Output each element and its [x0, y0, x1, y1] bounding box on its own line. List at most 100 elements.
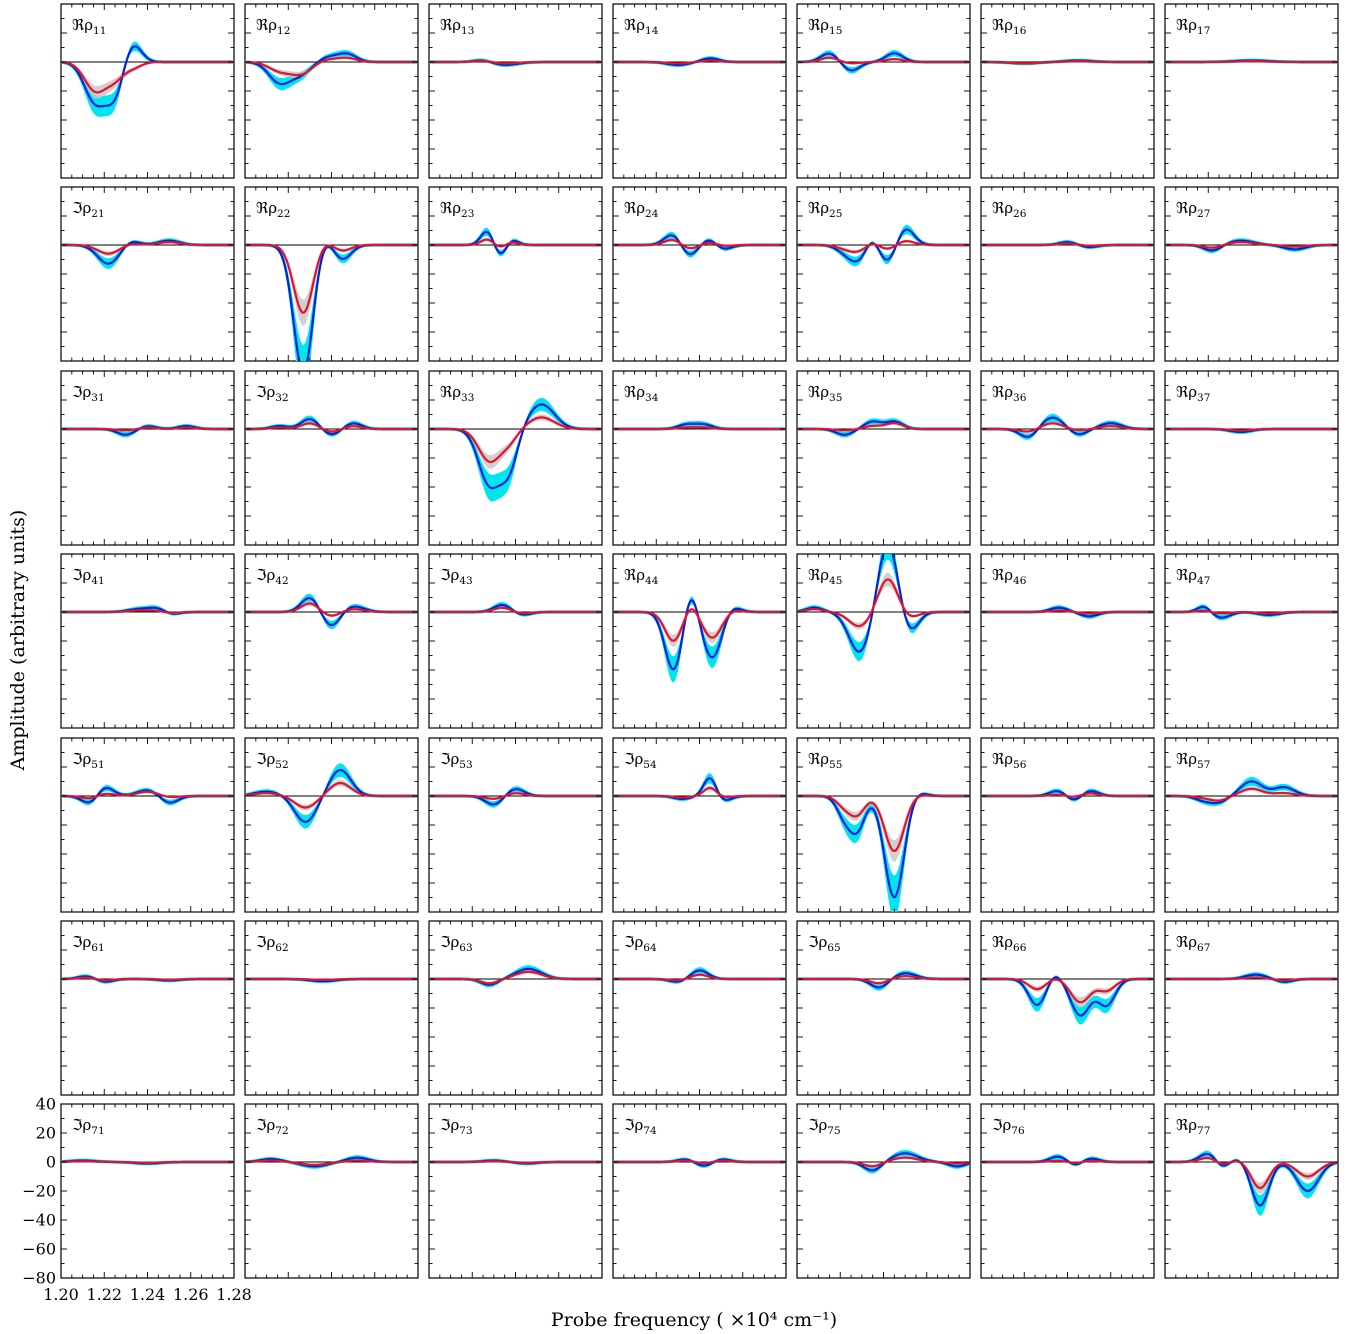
model-series-line: [797, 421, 970, 432]
panel-rho-62: ℑρ62: [244, 920, 419, 1096]
panel-rho-63: ℑρ63: [428, 920, 603, 1096]
panel-rho-51: ℑρ51: [60, 737, 235, 913]
model-series-line: [429, 792, 602, 800]
panel-frame: [244, 3, 419, 179]
model-series-line: [429, 970, 602, 985]
panel-label: ℜρ36: [992, 383, 1027, 404]
panel-rho-24: ℜρ24: [612, 186, 787, 362]
model-series-line: [1165, 609, 1338, 615]
panel-label: ℜρ67: [1176, 933, 1210, 954]
panel-ticks: [428, 370, 603, 546]
panel-ticks: [60, 186, 235, 362]
panel-label: ℜρ35: [808, 383, 842, 404]
panel-frame: [1164, 553, 1339, 729]
model-series-line: [981, 242, 1154, 247]
panel-ticks: [244, 920, 419, 1096]
panel-rho-77: ℜρ77: [1164, 1103, 1339, 1279]
model-series-line: [61, 60, 234, 94]
panel-frame: [428, 186, 603, 362]
panel-ticks: [428, 1103, 603, 1279]
panel-rho-31: ℑρ31: [60, 370, 235, 546]
model-series-line: [981, 792, 1154, 798]
panel-label: ℜρ47: [1176, 566, 1210, 587]
model-series-line: [1165, 241, 1338, 249]
panel-rho-16: ℜρ16: [980, 3, 1155, 179]
panel-ticks: [244, 553, 419, 729]
panel-label: ℜρ44: [624, 566, 659, 587]
panel-label: ℜρ45: [808, 566, 842, 587]
model-series-line: [981, 609, 1154, 615]
panel-rho-54: ℑρ54: [612, 737, 787, 913]
panel-label: ℑρ21: [72, 199, 105, 220]
panel-frame: [244, 1103, 419, 1279]
panel-frame: [980, 186, 1155, 362]
panel-label: ℑρ74: [624, 1116, 657, 1137]
panel-label: ℜρ34: [624, 383, 659, 404]
panel-rho-37: ℜρ37: [1164, 370, 1339, 546]
panel-ticks: [1164, 3, 1339, 179]
model-series-line: [245, 56, 418, 77]
panel-ticks: [428, 553, 603, 729]
panel-ticks: [1164, 920, 1339, 1096]
panel-frame: [980, 737, 1155, 913]
panel-ticks: [796, 553, 971, 729]
panel-rho-32: ℑρ32: [244, 370, 419, 546]
panel-ticks: [612, 3, 787, 179]
model-series-line: [245, 1159, 418, 1166]
panel-label: ℑρ54: [624, 750, 657, 771]
panel-rho-56: ℜρ56: [980, 737, 1155, 913]
measured-uncertainty-band: [1165, 776, 1338, 807]
panel-label: ℑρ65: [808, 933, 841, 954]
panel-ticks: [60, 1103, 235, 1279]
model-series-line: [981, 1159, 1154, 1164]
panel-rho-42: ℑρ42: [244, 553, 419, 729]
panel-label: ℑρ76: [992, 1116, 1025, 1137]
model-series-line: [1165, 976, 1338, 982]
panel-label: ℜρ57: [1176, 750, 1210, 771]
panel-frame: [980, 920, 1155, 1096]
panel-rho-75: ℑρ75: [796, 1103, 971, 1279]
panel-frame: [796, 3, 971, 179]
panel-label: ℜρ56: [992, 750, 1027, 771]
panel-rho-45: ℜρ45: [796, 553, 971, 729]
panel-frame: [980, 553, 1155, 729]
panel-rho-33: ℜρ33: [428, 370, 603, 546]
panel-ticks: [980, 186, 1155, 362]
panel-label: ℑρ32: [256, 383, 289, 404]
panel-rho-22: ℜρ22: [244, 186, 419, 362]
panel-frame: [244, 553, 419, 729]
panel-label: ℑρ42: [256, 566, 289, 587]
panel-rho-72: ℑρ72: [244, 1103, 419, 1279]
panel-rho-52: ℑρ52: [244, 737, 419, 913]
model-series-line: [245, 243, 418, 314]
panel-ticks: [244, 186, 419, 362]
panel-ticks: [60, 370, 235, 546]
panel-frame: [612, 553, 787, 729]
measured-uncertainty-band: [61, 784, 234, 806]
y-axis-title: Amplitude (arbitrary units): [7, 510, 29, 772]
panel-label: ℜρ17: [1176, 16, 1210, 37]
panel-ticks: [1164, 370, 1339, 546]
panel-ticks: [980, 920, 1155, 1096]
panel-label: ℜρ27: [1176, 199, 1210, 220]
panel-label: ℑρ41: [72, 566, 105, 587]
x-tick-label: 1.24: [130, 1285, 166, 1304]
panel-ticks: [1164, 553, 1339, 729]
panel-label: ℜρ33: [440, 383, 474, 404]
panel-label: ℜρ25: [808, 199, 842, 220]
panel-ticks: [428, 3, 603, 179]
model-series-line: [61, 790, 234, 800]
panel-label: ℜρ55: [808, 750, 842, 771]
measured-uncertainty-band: [797, 418, 970, 438]
panel-rho-64: ℑρ64: [612, 920, 787, 1096]
panel-ticks: [60, 737, 235, 913]
panel-rho-73: ℑρ73: [428, 1103, 603, 1279]
panel-ticks: [60, 920, 235, 1096]
panel-label: ℜρ37: [1176, 383, 1210, 404]
model-series-line: [61, 1160, 234, 1164]
panel-frame: [244, 920, 419, 1096]
model-series-line: [61, 609, 234, 615]
panel-ticks: [980, 1103, 1155, 1279]
panel-frame: [244, 370, 419, 546]
panel-rho-61: ℑρ61: [60, 920, 235, 1096]
